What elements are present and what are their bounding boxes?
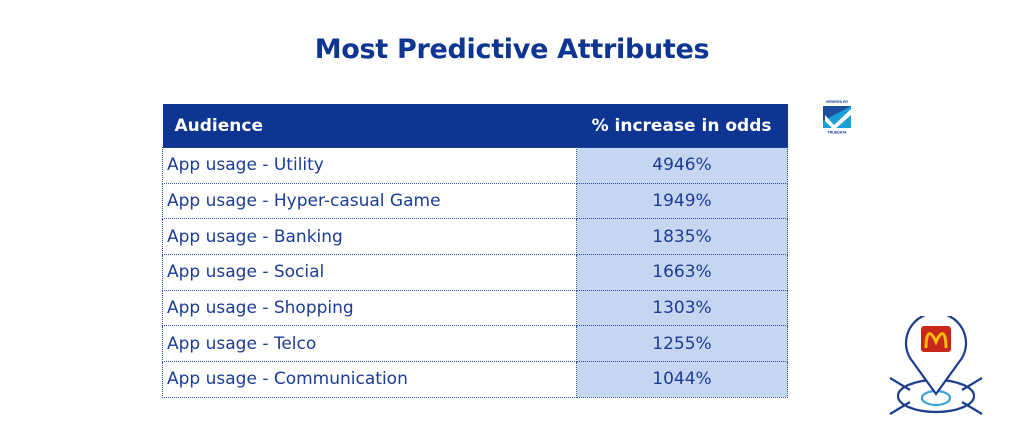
table-row: App usage - Communication 1044% <box>162 361 788 398</box>
table-row: App usage - Social 1663% <box>162 254 788 291</box>
table-row: App usage - Banking 1835% <box>162 218 788 256</box>
audience-cell: App usage - Communication <box>162 361 577 398</box>
attributes-table: Audience % increase in odds App usage - … <box>162 104 788 398</box>
page-title: Most Predictive Attributes <box>314 34 710 65</box>
odds-value-cell: 1835% <box>576 218 788 256</box>
table-row: App usage - Utility 4946% <box>162 147 788 184</box>
audience-cell: App usage - Shopping <box>162 289 577 327</box>
odds-value-cell: 1303% <box>576 289 788 327</box>
table-row: App usage - Hyper-casual Game 1949% <box>162 182 788 220</box>
audience-cell: App usage - Utility <box>162 147 577 184</box>
audience-cell: App usage - Social <box>162 254 577 291</box>
odds-value-cell: 1255% <box>576 325 788 363</box>
column-header-audience: Audience <box>162 104 577 148</box>
table-row: App usage - Telco 1255% <box>162 325 788 363</box>
audience-cell: App usage - Hyper-casual Game <box>162 182 577 220</box>
verified-by-truedata-badge: VERIFIED BY TRUEDATA <box>823 100 851 135</box>
table-row: App usage - Shopping 1303% <box>162 289 788 327</box>
svg-text:TRUEDATA: TRUEDATA <box>827 131 847 135</box>
odds-value-cell: 1044% <box>576 361 788 398</box>
audience-cell: App usage - Banking <box>162 218 577 256</box>
odds-value-cell: 1663% <box>576 254 788 291</box>
odds-value-cell: 4946% <box>576 147 788 184</box>
column-header-odds: % increase in odds <box>576 104 788 148</box>
table-header-row: Audience % increase in odds <box>162 104 788 148</box>
map-pin-mcdonalds-icon <box>889 316 983 415</box>
audience-cell: App usage - Telco <box>162 325 577 363</box>
odds-value-cell: 1949% <box>576 182 788 220</box>
svg-text:VERIFIED BY: VERIFIED BY <box>826 100 849 104</box>
